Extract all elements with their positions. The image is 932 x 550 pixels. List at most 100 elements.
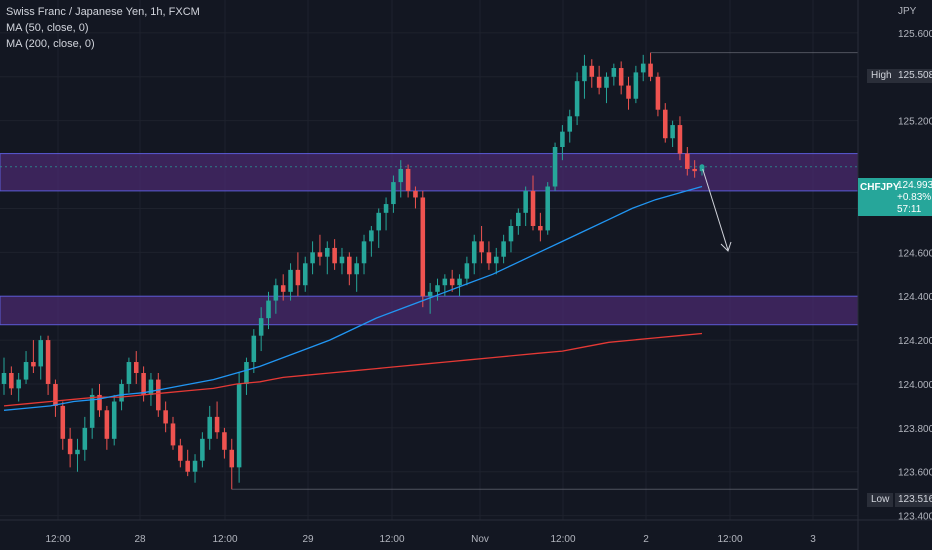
candle-body (178, 445, 183, 461)
candle-body (214, 416, 220, 433)
time-tick-label: Nov (471, 534, 489, 545)
candle-body (200, 438, 205, 461)
candle-body (111, 401, 117, 439)
candle-body (89, 394, 95, 428)
price-tick-label: 123.600 (898, 468, 932, 479)
candle-body (413, 190, 418, 198)
candle-body (104, 410, 110, 439)
candle-body (67, 438, 73, 455)
candle-body (266, 300, 271, 319)
candle-body (38, 340, 44, 367)
candle-body (574, 81, 580, 117)
candle-body (273, 285, 279, 301)
candle-body (560, 131, 565, 148)
price-tick-label: 125.600 (898, 29, 932, 40)
currency-unit[interactable]: JPY (898, 6, 917, 17)
time-tick-label: 12:00 (45, 534, 70, 545)
candle-body (640, 63, 646, 73)
candle-body (222, 432, 227, 450)
candle-body (302, 263, 308, 286)
candle-body (185, 460, 190, 472)
time-tick-label: 3 (810, 534, 816, 545)
candle-body (9, 372, 14, 389)
candle-body (670, 125, 675, 139)
arrow-head (720, 241, 732, 252)
candle-body (449, 278, 455, 286)
low-label: Low (867, 493, 894, 507)
candle-body (391, 182, 396, 205)
candle-body (464, 263, 470, 279)
candle-body (369, 230, 374, 242)
arrow-start-dot (699, 164, 705, 170)
candle-body (383, 204, 389, 213)
candle-body (75, 449, 80, 455)
candle-body (141, 372, 146, 395)
candle-body (582, 65, 587, 82)
candle-body (236, 383, 242, 468)
candle-body (16, 379, 21, 389)
candle-body (516, 212, 521, 226)
ma50-legend[interactable]: MA (50, close, 0) (6, 22, 89, 34)
candle-body (148, 379, 154, 395)
candle-body (567, 116, 573, 132)
candle-body (192, 460, 198, 472)
candle-body (170, 423, 176, 446)
current-symbol: CHFJPY (860, 182, 900, 193)
candle-body (508, 225, 514, 242)
ma200-line (3, 332, 703, 407)
price-tick-label: 123.800 (898, 424, 932, 435)
support-resistance-zones (0, 153, 859, 326)
price-axis[interactable]: 125.600125.400125.200124.800124.600124.4… (857, 0, 932, 550)
candle-body (376, 212, 381, 231)
candle-body (23, 362, 29, 380)
candle-body (626, 85, 631, 99)
time-axis[interactable]: 12:00 28 12:00 29 12:00 Nov 12:00 2 12:00 3 (0, 519, 932, 545)
candle-body (163, 410, 168, 424)
candle-body (1, 372, 7, 384)
candle-body (457, 278, 462, 286)
time-tick-label: 2 (643, 534, 649, 545)
arrow-shaft (701, 166, 729, 251)
high-low-lines (0, 52, 866, 490)
candlestick-series (1, 52, 705, 490)
time-tick-label: 28 (134, 534, 146, 545)
candle-body (119, 383, 124, 402)
candle-body (310, 252, 315, 264)
price-tick-label: 124.400 (898, 292, 932, 303)
time-tick-label: 12:00 (717, 534, 742, 545)
candle-body (545, 186, 550, 231)
time-tick-label: 12:00 (550, 534, 575, 545)
candle-body (347, 256, 352, 275)
candle-body (655, 76, 661, 110)
candle-body (493, 256, 499, 264)
candle-body (361, 241, 367, 264)
candle-body (427, 291, 433, 297)
ma200-legend[interactable]: MA (200, close, 0) (6, 38, 95, 50)
price-tick-label: 124.600 (898, 248, 932, 259)
candle-body (31, 362, 36, 367)
candle-body (244, 362, 249, 384)
chart-legend: Swiss Franc / Japanese Yen, 1h, FXCM MA … (6, 4, 200, 52)
candle-body (258, 318, 264, 336)
candle-body (611, 68, 617, 77)
candle-body (633, 72, 639, 99)
candle-body (332, 247, 337, 264)
candle-body (552, 147, 558, 187)
candle-body (126, 362, 132, 384)
projection-arrow[interactable] (699, 164, 732, 252)
candle-body (435, 285, 440, 292)
candle-body (405, 168, 411, 191)
candle-body (685, 153, 690, 169)
moving-average-lines (3, 185, 703, 411)
current-price: 124.993 (897, 180, 932, 191)
high-value: 125.508 (895, 69, 932, 83)
candle-body (662, 109, 668, 139)
price-zone (0, 153, 859, 192)
high-label: High (867, 69, 896, 83)
candle-body (486, 252, 492, 264)
candle-body (677, 125, 683, 154)
candle-body (82, 427, 88, 450)
time-tick-label: 12:00 (379, 534, 404, 545)
symbol-title[interactable]: Swiss Franc / Japanese Yen, 1h, FXCM (6, 6, 200, 18)
